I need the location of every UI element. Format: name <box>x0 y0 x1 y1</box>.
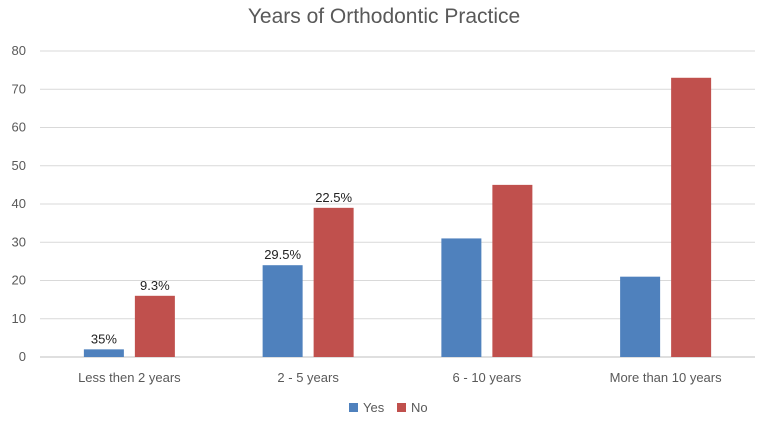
bar-no-2 <box>313 207 354 357</box>
y-tick-label: 40 <box>12 196 26 211</box>
bar-yes-2 <box>262 265 303 357</box>
y-tick-label: 70 <box>12 81 26 96</box>
bar-yes-1 <box>83 349 124 357</box>
bars <box>83 77 712 358</box>
y-tick-label: 30 <box>12 234 26 249</box>
bar-no-1 <box>134 295 175 357</box>
y-tick-label: 10 <box>12 311 26 326</box>
bar-no-3 <box>492 184 533 357</box>
data-labels: 35% 9.3% 29.5% 22.5% <box>91 190 353 347</box>
x-category-label: More than 10 years <box>610 370 723 385</box>
bar-yes-3 <box>441 238 482 357</box>
y-axis: 0 10 20 30 40 50 60 70 80 <box>12 43 26 364</box>
y-tick-label: 80 <box>12 43 26 58</box>
x-category-label: 6 - 10 years <box>453 370 522 385</box>
y-tick-label: 60 <box>12 120 26 135</box>
chart-title: Years of Orthodontic Practice <box>248 5 520 28</box>
data-label: 9.3% <box>140 278 170 293</box>
data-label: 22.5% <box>315 190 352 205</box>
legend-label-yes: Yes <box>363 400 385 415</box>
bar-yes-4 <box>620 276 661 357</box>
data-label: 35% <box>91 331 117 346</box>
legend-swatch-yes <box>349 403 358 412</box>
legend-swatch-no <box>397 403 406 412</box>
legend-label-no: No <box>411 400 428 415</box>
y-tick-label: 20 <box>12 273 26 288</box>
x-category-label: Less then 2 years <box>78 370 181 385</box>
y-tick-label: 0 <box>19 349 26 364</box>
x-category-label: 2 - 5 years <box>277 370 339 385</box>
data-label: 29.5% <box>264 247 301 262</box>
x-axis: Less then 2 years 2 - 5 years 6 - 10 years… <box>78 370 722 385</box>
y-tick-label: 50 <box>12 158 26 173</box>
bar-no-4 <box>671 77 712 358</box>
legend: Yes No <box>349 400 428 415</box>
